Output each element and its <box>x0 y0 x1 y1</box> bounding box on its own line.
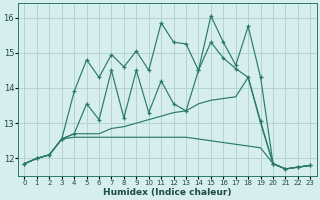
X-axis label: Humidex (Indice chaleur): Humidex (Indice chaleur) <box>103 188 232 197</box>
